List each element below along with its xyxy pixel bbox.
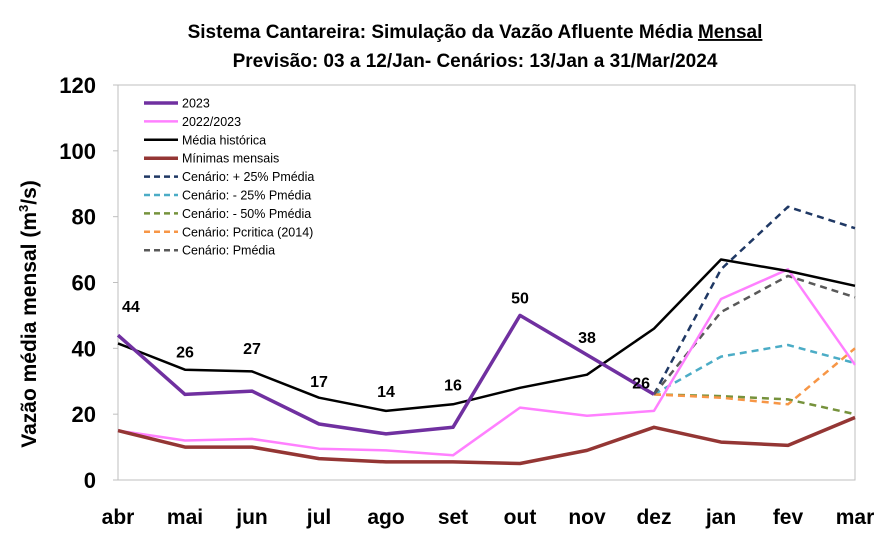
series-line-2023 bbox=[116, 313, 655, 436]
series-line-cen-rio-50-pm-dia bbox=[653, 393, 856, 416]
data-label: 26 bbox=[632, 375, 650, 392]
data-label: 14 bbox=[377, 384, 395, 401]
data-label: 38 bbox=[578, 330, 596, 347]
data-label: 17 bbox=[310, 374, 328, 391]
legend-label: Cenário: - 50% Pmédia bbox=[182, 207, 311, 221]
data-label: 27 bbox=[243, 341, 261, 358]
x-tick-label: mar bbox=[836, 506, 875, 529]
x-tick-label: jan bbox=[705, 506, 736, 529]
y-tick-label: 20 bbox=[72, 402, 96, 427]
data-label: 44 bbox=[122, 299, 140, 316]
series-line-2022-2023 bbox=[117, 268, 857, 457]
x-tick-label: set bbox=[438, 506, 468, 529]
series-line-m-dia-hist-rica bbox=[117, 258, 856, 413]
x-tick-label: mai bbox=[167, 506, 203, 529]
legend-item: Mínimas mensais bbox=[144, 152, 279, 166]
legend-item: Cenário: - 50% Pmédia bbox=[144, 207, 311, 221]
data-label: 26 bbox=[176, 344, 194, 361]
legend-label: Cenário: Pmédia bbox=[182, 244, 275, 258]
legend-item: Média histórica bbox=[144, 133, 266, 147]
series-line-cen-rio-25-pm-dia bbox=[652, 205, 856, 395]
legend: 2023 2022/2023 Média histórica Mínimas mens… bbox=[144, 97, 314, 258]
data-label: 50 bbox=[511, 290, 529, 307]
legend-label: Cenário: Pcritica (2014) bbox=[182, 225, 313, 239]
series-line-cen-rio-pm-dia bbox=[653, 274, 856, 396]
x-tick-label: nov bbox=[568, 506, 606, 529]
x-tick-label: jul bbox=[306, 506, 332, 529]
x-tick-label: fev bbox=[773, 506, 804, 529]
y-tick-label: 0 bbox=[84, 468, 96, 493]
y-tick-label: 120 bbox=[59, 73, 96, 98]
y-axis-label: Vazão média mensal (m3/s) bbox=[16, 180, 41, 448]
legend-item: 2022/2023 bbox=[144, 115, 241, 129]
legend-label: Cenário: - 25% Pmédia bbox=[182, 189, 311, 203]
series-line-cen-rio-25-pm-dia bbox=[653, 343, 856, 396]
chart-title: Sistema Cantareira: Simulação da Vazão A… bbox=[188, 22, 763, 72]
legend-label: 2022/2023 bbox=[182, 115, 241, 129]
legend-label: Média histórica bbox=[182, 133, 266, 147]
x-tick-label: dez bbox=[636, 506, 671, 529]
series-line-m-nimas-mensais bbox=[117, 415, 856, 466]
x-tick-label: out bbox=[504, 506, 537, 529]
y-tick-label: 40 bbox=[72, 336, 96, 361]
legend-item: Cenário: + 25% Pmédia bbox=[144, 170, 314, 184]
legend-label: Cenário: + 25% Pmédia bbox=[182, 170, 314, 184]
legend-item: Cenário: Pmédia bbox=[144, 244, 275, 258]
x-tick-label: ago bbox=[367, 506, 404, 529]
x-tick-label: jun bbox=[235, 506, 268, 529]
legend-label: 2023 bbox=[182, 97, 210, 111]
chart-title-line1: Sistema Cantareira: Simulação da Vazão A… bbox=[188, 22, 763, 43]
x-axis-ticks: abr mai jun jul ago set out nov dez jan fev mar bbox=[102, 506, 875, 529]
y-axis-ticks: 0 20 40 60 80 100 120 bbox=[59, 73, 118, 493]
y-tick-label: 80 bbox=[72, 205, 96, 230]
legend-label: Mínimas mensais bbox=[182, 152, 279, 166]
y-tick-label: 100 bbox=[59, 139, 96, 164]
legend-item: Cenário: Pcritica (2014) bbox=[144, 225, 313, 239]
legend-item: 2023 bbox=[144, 97, 210, 111]
chart-title-line2: Previsão: 03 a 12/Jan- Cenários: 13/Jan … bbox=[233, 51, 718, 72]
series-line-cen-rio-pcritica-2014 bbox=[653, 347, 856, 406]
legend-item: Cenário: - 25% Pmédia bbox=[144, 189, 311, 203]
y-tick-label: 60 bbox=[72, 271, 96, 296]
data-labels: 44 26 27 17 14 16 50 38 26 bbox=[122, 290, 650, 401]
x-tick-label: abr bbox=[102, 506, 135, 529]
series-lines bbox=[116, 205, 857, 466]
data-label: 16 bbox=[444, 377, 462, 394]
